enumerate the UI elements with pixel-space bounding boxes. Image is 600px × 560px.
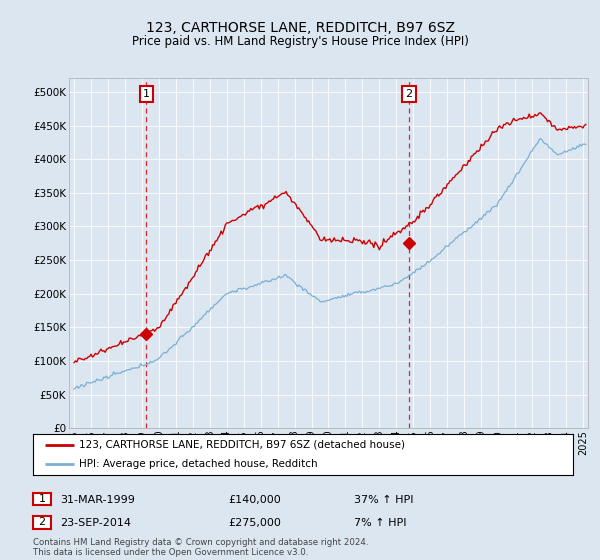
Text: Contains HM Land Registry data © Crown copyright and database right 2024.
This d: Contains HM Land Registry data © Crown c… xyxy=(33,538,368,557)
Text: £140,000: £140,000 xyxy=(228,494,281,505)
Text: 2: 2 xyxy=(406,89,413,99)
Text: £275,000: £275,000 xyxy=(228,518,281,528)
Text: 2: 2 xyxy=(38,517,46,528)
Text: 37% ↑ HPI: 37% ↑ HPI xyxy=(354,494,413,505)
Text: 123, CARTHORSE LANE, REDDITCH, B97 6SZ (detached house): 123, CARTHORSE LANE, REDDITCH, B97 6SZ (… xyxy=(79,440,405,450)
Text: 1: 1 xyxy=(38,494,46,504)
Text: 31-MAR-1999: 31-MAR-1999 xyxy=(60,494,135,505)
Text: 7% ↑ HPI: 7% ↑ HPI xyxy=(354,518,407,528)
Text: 23-SEP-2014: 23-SEP-2014 xyxy=(60,518,131,528)
Text: 123, CARTHORSE LANE, REDDITCH, B97 6SZ: 123, CARTHORSE LANE, REDDITCH, B97 6SZ xyxy=(146,21,455,35)
Text: HPI: Average price, detached house, Redditch: HPI: Average price, detached house, Redd… xyxy=(79,459,317,469)
Text: 1: 1 xyxy=(143,89,149,99)
Text: Price paid vs. HM Land Registry's House Price Index (HPI): Price paid vs. HM Land Registry's House … xyxy=(131,35,469,48)
